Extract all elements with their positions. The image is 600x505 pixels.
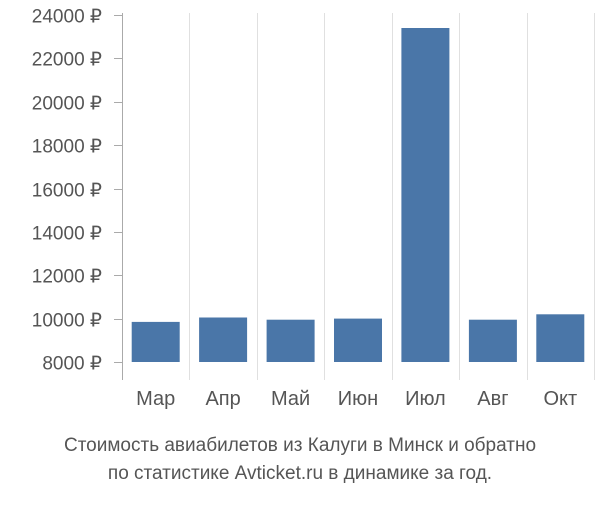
x-tick-label: Мар <box>136 388 175 410</box>
bar-3 <box>266 319 315 362</box>
y-tick-label: 20000 ₽ <box>32 94 102 115</box>
x-tick-label: Окт <box>543 388 577 410</box>
y-tick-label: 16000 ₽ <box>32 181 102 202</box>
x-tick-label: Апр <box>205 388 240 410</box>
bar-2 <box>199 317 248 362</box>
chart-caption-line-2: по статистике Avticket.ru в динамике за … <box>107 463 493 484</box>
x-tick-label: Июл <box>405 388 446 410</box>
x-tick-label: Авг <box>477 388 508 410</box>
x-tick-label: Июн <box>338 388 378 410</box>
bar-5 <box>401 28 450 362</box>
y-tick-label: 18000 ₽ <box>32 137 102 158</box>
y-tick-label: 10000 ₽ <box>32 311 102 332</box>
bar-1 <box>131 321 180 362</box>
x-tick-label: Май <box>271 388 310 410</box>
bar-7 <box>536 314 585 362</box>
y-tick-label: 24000 ₽ <box>32 7 102 28</box>
chart-caption-line-1: Стоимость авиабилетов из Калуги в Минск … <box>63 435 537 456</box>
bar-4 <box>334 318 382 362</box>
y-tick-label: 8000 ₽ <box>42 354 102 375</box>
bar-6 <box>468 319 517 362</box>
y-tick-label: 22000 ₽ <box>32 50 102 71</box>
y-tick-label: 12000 ₽ <box>32 267 102 288</box>
y-tick-label: 14000 ₽ <box>32 224 102 245</box>
